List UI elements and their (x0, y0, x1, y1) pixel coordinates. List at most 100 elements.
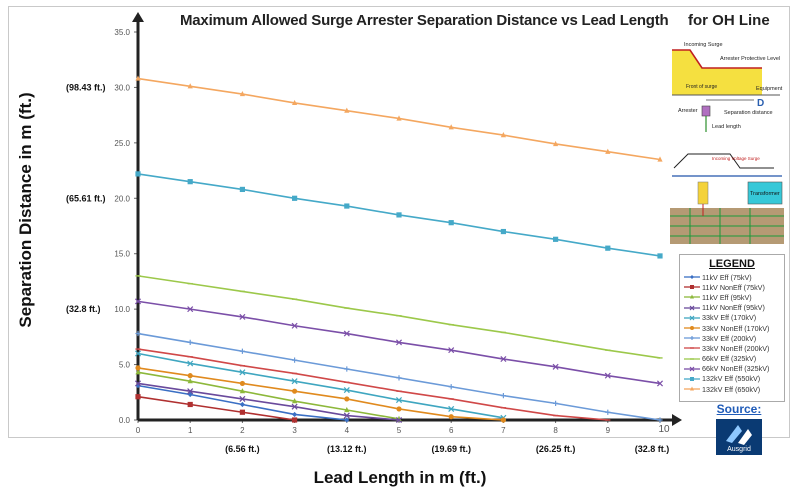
x-axis-label: Lead Length in m (ft.) (313, 468, 487, 487)
legend-label: 132kV Eff (650kV) (702, 384, 761, 394)
data-point (239, 369, 246, 376)
x-ft-label: (6.56 ft.) (225, 444, 260, 454)
data-point (239, 186, 245, 193)
data-point (553, 140, 559, 147)
legend-item: 11kV NonEff (75kV) (680, 282, 784, 292)
legend-items: 11kV Eff (75kV) 11kV NonEff (75kV) 11kV Ef… (680, 272, 784, 394)
data-point (343, 412, 350, 419)
legend-label: 11kV Eff (75kV) (702, 272, 752, 282)
data-point (292, 411, 298, 418)
legend-label: 66kV Eff (325kV) (702, 354, 757, 364)
x-axis-arrow (672, 414, 682, 426)
data-point (657, 156, 663, 162)
data-point (187, 83, 193, 89)
legend-label: 66kV NonEff (325kV) (702, 364, 770, 374)
data-point (657, 253, 663, 259)
data-point (239, 388, 245, 394)
data-point (239, 348, 245, 354)
x-ft-label: (32.8 ft.) (635, 444, 670, 454)
x-tick-label: 7 (501, 426, 506, 435)
data-point (656, 380, 664, 387)
x-ft-label: (19.69 ft.) (431, 444, 471, 454)
d-label: D (757, 98, 764, 109)
data-point (395, 397, 403, 404)
legend-swatch (684, 386, 700, 391)
arrester-label: Arrester (678, 108, 698, 114)
chart-frame (8, 6, 790, 438)
legend-item: 33kV Eff (200kV) (680, 333, 784, 343)
data-point (292, 357, 298, 363)
chart-title-suffix: for OH Line (688, 12, 770, 29)
data-point (605, 245, 611, 251)
y-tick-label: 25.0 (114, 139, 130, 148)
data-point (187, 401, 193, 408)
data-point (448, 384, 454, 390)
data-point (292, 417, 298, 423)
data-point (552, 363, 559, 370)
x-tick-label: 0 (136, 426, 141, 435)
data-point (187, 388, 194, 395)
legend-swatch (684, 376, 700, 381)
data-point (187, 378, 193, 384)
legend-swatch (684, 336, 700, 341)
y-tick-label: 5.0 (119, 361, 131, 370)
legend-item: 66kV Eff (325kV) (680, 354, 784, 364)
data-point (500, 356, 507, 363)
x-tick-label: 3 (292, 426, 297, 435)
data-point (292, 195, 298, 201)
data-point (500, 393, 506, 399)
legend-swatch-marker (689, 315, 695, 321)
y-tick-label: 30.0 (114, 83, 130, 92)
y-tick-label: 20.0 (114, 194, 130, 203)
legend-item: 33kV Eff (170kV) (680, 313, 784, 323)
data-point (448, 124, 454, 130)
equipment-label: Equipment (756, 86, 783, 92)
data-point (187, 360, 194, 367)
x-ft-label: (13.12 ft.) (327, 444, 367, 454)
legend-label: 33kV NonEff (170kV) (702, 323, 770, 333)
data-point (396, 375, 402, 381)
data-point (239, 380, 245, 387)
data-point (500, 131, 506, 138)
lead-length-label: Lead length (712, 124, 741, 130)
legend-label: 33kV Eff (170kV) (702, 313, 757, 323)
data-point (604, 372, 611, 379)
legend: LEGEND 11kV Eff (75kV) 11kV NonEff (75kV)… (679, 254, 785, 402)
data-point (292, 388, 298, 394)
surge-wave-shape (672, 50, 762, 95)
series-line (137, 275, 661, 359)
legend-item: 33kV NonEff (200kV) (680, 343, 784, 353)
data-point (605, 409, 611, 415)
data-point (187, 179, 193, 185)
data-point (135, 394, 141, 400)
data-point (396, 406, 402, 412)
legend-item: 66kV NonEff (325kV) (680, 364, 784, 374)
legend-item: 11kV Eff (95kV) (680, 292, 784, 302)
data-point (553, 400, 559, 406)
data-point (395, 416, 403, 424)
legend-swatch (684, 366, 700, 372)
data-point (657, 417, 663, 423)
surge-outline (673, 153, 774, 169)
data-point (344, 203, 350, 209)
data-point (343, 387, 350, 394)
x-tick-label: 9 (606, 426, 611, 435)
y-tick-label: 0.0 (119, 416, 131, 425)
series-line (137, 367, 504, 421)
data-point (239, 395, 246, 402)
series-line (137, 352, 504, 419)
data-point (291, 322, 298, 329)
surge-separation-diagram: Incoming Surge Arrester Protective Level… (672, 42, 783, 132)
separation-distance-label: Separation distance (724, 110, 773, 116)
transformer-box (747, 181, 783, 205)
data-point (344, 417, 350, 423)
legend-swatch-marker (690, 376, 694, 381)
data-point (500, 228, 506, 235)
x-tick-label: 6 (449, 426, 454, 435)
data-point (135, 365, 141, 371)
legend-swatch (684, 347, 700, 350)
incoming-voltage-surge-label: Incoming Voltage Surge (712, 156, 760, 161)
data-point (344, 107, 350, 113)
data-point (500, 417, 506, 423)
legend-swatch (684, 275, 700, 280)
